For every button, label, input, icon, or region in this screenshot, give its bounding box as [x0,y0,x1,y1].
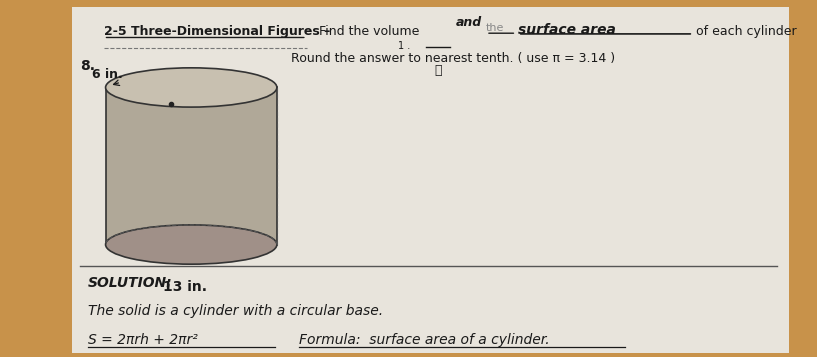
Text: Find the volume: Find the volume [319,25,419,38]
Ellipse shape [105,225,277,264]
Text: 13 in.: 13 in. [163,280,208,294]
Text: S = 2πrh + 2πr²: S = 2πrh + 2πr² [87,333,198,347]
Text: 1 .: 1 . [399,41,411,51]
Text: Round the answer to nearest tenth. ( use π = 3.14 ): Round the answer to nearest tenth. ( use… [291,52,615,65]
Text: 8.: 8. [80,59,95,73]
Text: 6 in.: 6 in. [92,68,123,81]
Text: ⌣: ⌣ [435,64,442,77]
Text: and: and [456,16,482,29]
Text: The solid is a cylinder with a circular base.: The solid is a cylinder with a circular … [87,304,383,318]
Text: 2-5 Three-Dimensional Figures –: 2-5 Three-Dimensional Figures – [104,25,330,38]
Ellipse shape [105,68,277,107]
Text: surface area: surface area [518,23,616,37]
Text: Formula:  surface area of a cylinder.: Formula: surface area of a cylinder. [299,333,549,347]
FancyBboxPatch shape [72,7,789,353]
Text: the: the [486,23,504,33]
Bar [105,87,277,245]
Text: of each cylinder: of each cylinder [695,25,797,38]
Text: SOLUTION:: SOLUTION: [87,276,172,290]
